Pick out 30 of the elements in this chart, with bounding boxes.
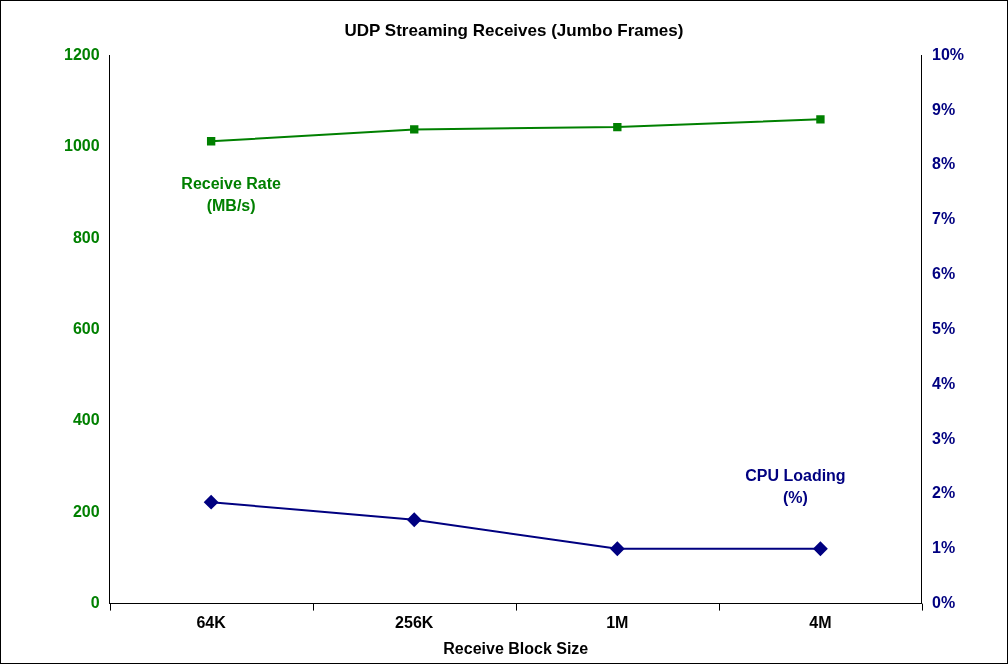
y-tick-label: 0 bbox=[90, 594, 100, 612]
y2-tick-label: 8% bbox=[931, 155, 956, 173]
x-tick-label: 4M bbox=[809, 613, 832, 631]
y2-tick-label: 9% bbox=[931, 100, 956, 118]
y2-tick-label: 2% bbox=[931, 484, 956, 502]
x-axis-title: Receive Block Size bbox=[443, 639, 589, 657]
y-tick-label: 200 bbox=[72, 502, 100, 520]
y2-tick-label: 0% bbox=[931, 594, 956, 612]
y2-tick-label: 6% bbox=[931, 265, 956, 283]
x-tick-label: 1M bbox=[606, 613, 629, 631]
y2-tick-label: 7% bbox=[931, 210, 956, 228]
point bbox=[816, 115, 825, 124]
y-tick-label: 800 bbox=[72, 228, 100, 246]
y-tick-label: 400 bbox=[72, 411, 100, 429]
y2-tick-label: 5% bbox=[931, 319, 956, 337]
point bbox=[410, 125, 419, 134]
x-tick-label: 256K bbox=[395, 613, 434, 631]
text: CPU Loading (%) bbox=[745, 466, 846, 506]
point bbox=[206, 137, 216, 146]
y2-tick-label: 3% bbox=[931, 429, 956, 447]
text: Receive Rate (MB/s) bbox=[181, 175, 282, 215]
x-tick-label: 64K bbox=[196, 613, 227, 631]
y2-tick-label: 4% bbox=[931, 374, 956, 392]
chart-title: UDP Streaming Receives (Jumbo Frames) bbox=[344, 20, 684, 40]
y2-tick-label: 10% bbox=[931, 45, 965, 63]
y-tick-label: 600 bbox=[72, 319, 100, 337]
y-tick-label: 1200 bbox=[64, 45, 100, 63]
point bbox=[613, 122, 622, 132]
y-tick-label: 1000 bbox=[64, 137, 100, 155]
y2-tick-label: 1% bbox=[931, 539, 956, 557]
